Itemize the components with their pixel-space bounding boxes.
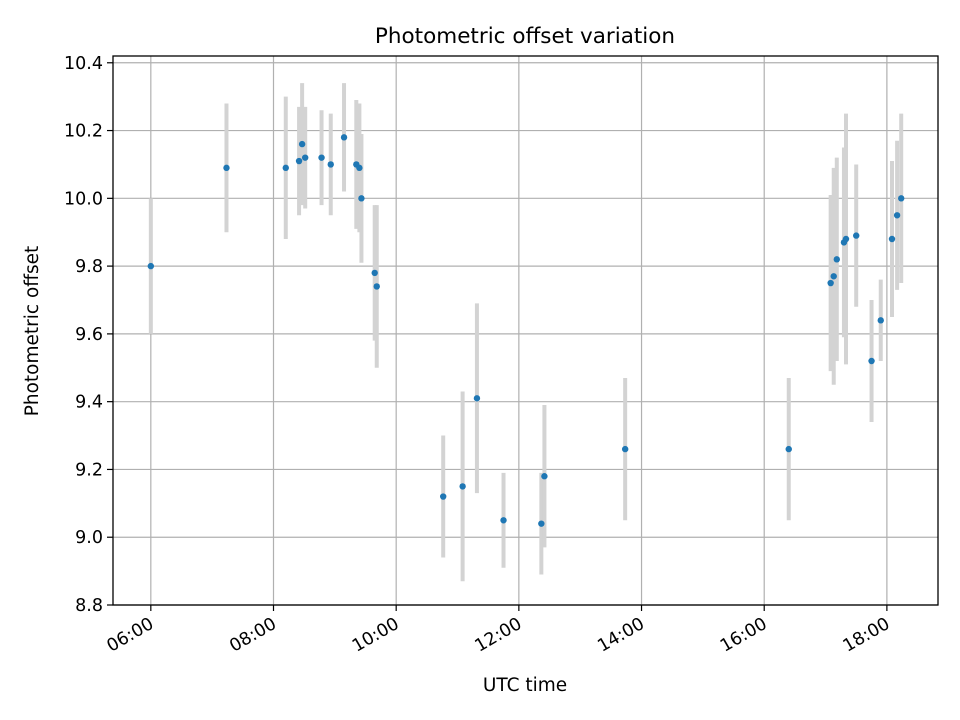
y-tick-label: 9.6	[75, 325, 103, 345]
data-point	[877, 317, 884, 324]
plot-frame	[112, 55, 939, 606]
data-point	[282, 164, 289, 172]
data-point	[356, 164, 363, 172]
data-point	[897, 195, 905, 202]
data-point	[500, 517, 507, 524]
data-point	[327, 161, 334, 168]
data-point	[473, 395, 481, 402]
data-point	[223, 164, 230, 172]
y-tick-label: 10.2	[64, 122, 103, 142]
y-axis-label: Photometric offset	[22, 246, 43, 417]
data-point	[301, 154, 309, 161]
y-tick-label: 8.8	[75, 596, 103, 616]
data-point	[371, 269, 378, 277]
data-point	[340, 134, 348, 141]
data-point	[318, 154, 325, 161]
data-point	[893, 212, 901, 219]
x-tick-label: 14:00	[594, 614, 648, 657]
x-tick-label: 16:00	[717, 614, 771, 657]
data-point	[827, 279, 834, 287]
y-tick-label: 10.0	[64, 189, 103, 209]
y-tick-label: 9.0	[75, 528, 103, 548]
data-point	[833, 256, 840, 263]
chart-title: Photometric offset variation	[375, 24, 675, 49]
y-tick-label: 10.4	[64, 54, 103, 74]
data-point	[888, 235, 896, 243]
data-point	[541, 473, 548, 480]
x-axis-label: UTC time	[483, 675, 567, 696]
x-tick-label: 08:00	[226, 614, 280, 657]
data-point	[373, 283, 380, 290]
y-tick-label: 9.8	[75, 257, 103, 277]
data-point	[459, 483, 466, 490]
data-point	[147, 262, 155, 270]
data-point	[853, 232, 860, 239]
axes: 06:00 08:00 10:00 12:00 14:00 16:00 18:00 8.8 9.…	[64, 54, 939, 657]
data-point	[868, 357, 875, 365]
data-point	[621, 445, 629, 453]
data-points	[147, 134, 905, 527]
y-tick-label: 9.2	[75, 460, 103, 480]
y-tick-label: 9.4	[75, 393, 103, 413]
data-point	[830, 273, 837, 280]
data-point	[440, 493, 447, 500]
data-point	[295, 157, 303, 165]
grid	[113, 56, 938, 606]
error-bars	[148, 83, 904, 582]
x-tick-label: 06:00	[104, 614, 158, 657]
data-point	[842, 235, 850, 243]
data-point	[785, 445, 792, 453]
data-point	[538, 520, 545, 527]
x-tick-label: 18:00	[840, 614, 894, 657]
data-point	[358, 195, 365, 202]
x-tick-label: 10:00	[349, 614, 403, 657]
x-tick-label: 12:00	[472, 614, 526, 657]
data-point	[298, 140, 306, 148]
